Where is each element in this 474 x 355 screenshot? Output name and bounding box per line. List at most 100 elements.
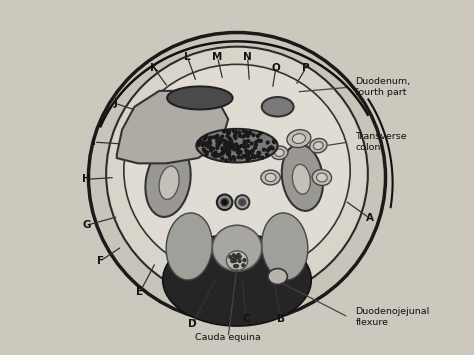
Text: A: A	[365, 213, 374, 223]
Circle shape	[246, 158, 249, 161]
Circle shape	[266, 154, 269, 157]
Circle shape	[257, 155, 260, 158]
Circle shape	[231, 143, 234, 146]
Ellipse shape	[227, 251, 247, 270]
Text: B: B	[277, 314, 285, 324]
Ellipse shape	[163, 234, 311, 326]
Circle shape	[224, 149, 226, 152]
Circle shape	[245, 155, 247, 158]
Circle shape	[224, 140, 227, 142]
Circle shape	[210, 146, 212, 149]
Circle shape	[223, 130, 226, 133]
Circle shape	[254, 146, 256, 149]
Text: O: O	[272, 63, 280, 73]
Circle shape	[216, 135, 219, 137]
Circle shape	[259, 132, 262, 135]
Circle shape	[228, 146, 231, 148]
Circle shape	[232, 259, 235, 262]
Circle shape	[207, 141, 210, 144]
Circle shape	[245, 141, 247, 143]
Circle shape	[226, 135, 229, 138]
Circle shape	[273, 140, 275, 143]
Circle shape	[227, 149, 230, 152]
Circle shape	[221, 151, 224, 153]
Circle shape	[217, 143, 220, 146]
Text: Transverse
colon: Transverse colon	[356, 132, 407, 152]
Circle shape	[238, 255, 241, 258]
Circle shape	[205, 154, 208, 157]
Circle shape	[211, 147, 214, 150]
Circle shape	[266, 141, 269, 144]
Circle shape	[232, 155, 235, 158]
Circle shape	[235, 256, 237, 259]
Circle shape	[198, 141, 201, 144]
Ellipse shape	[317, 173, 327, 182]
Circle shape	[228, 151, 230, 153]
Circle shape	[240, 156, 243, 159]
Circle shape	[231, 259, 234, 262]
Circle shape	[250, 142, 253, 145]
Circle shape	[255, 141, 257, 144]
Text: D: D	[189, 319, 197, 329]
Circle shape	[237, 152, 240, 155]
Circle shape	[243, 140, 246, 143]
Circle shape	[213, 136, 216, 138]
Circle shape	[205, 135, 208, 138]
Ellipse shape	[268, 268, 287, 284]
Circle shape	[216, 140, 219, 143]
Circle shape	[256, 135, 259, 137]
Circle shape	[202, 148, 205, 151]
Ellipse shape	[292, 134, 305, 143]
Circle shape	[221, 139, 224, 142]
Ellipse shape	[262, 213, 308, 280]
Ellipse shape	[159, 166, 179, 200]
Circle shape	[235, 131, 237, 133]
Circle shape	[209, 137, 211, 140]
Circle shape	[213, 153, 216, 155]
Circle shape	[261, 156, 264, 159]
Circle shape	[234, 260, 237, 262]
Circle shape	[228, 157, 231, 159]
Circle shape	[245, 154, 247, 157]
Circle shape	[237, 147, 240, 149]
Circle shape	[216, 144, 219, 147]
Circle shape	[229, 158, 232, 160]
Circle shape	[243, 134, 246, 137]
Circle shape	[230, 141, 233, 143]
Circle shape	[229, 140, 232, 143]
Ellipse shape	[166, 213, 212, 280]
Ellipse shape	[275, 149, 284, 157]
Circle shape	[238, 135, 241, 137]
Circle shape	[239, 151, 242, 153]
Ellipse shape	[124, 64, 350, 277]
Circle shape	[228, 151, 231, 154]
Circle shape	[263, 148, 265, 151]
Circle shape	[197, 144, 200, 147]
Circle shape	[233, 158, 236, 161]
Circle shape	[246, 156, 249, 159]
Circle shape	[219, 141, 222, 143]
Text: G: G	[82, 220, 91, 230]
Circle shape	[250, 151, 253, 154]
Circle shape	[244, 141, 247, 144]
Text: Cauda equina: Cauda equina	[195, 333, 261, 342]
Circle shape	[236, 264, 238, 267]
Circle shape	[235, 143, 237, 146]
Circle shape	[240, 145, 243, 148]
Circle shape	[216, 147, 219, 149]
Circle shape	[247, 140, 250, 142]
Polygon shape	[117, 91, 228, 163]
Circle shape	[238, 131, 241, 134]
Circle shape	[228, 154, 230, 157]
Circle shape	[244, 141, 246, 144]
Circle shape	[234, 265, 237, 268]
Circle shape	[229, 139, 232, 142]
Circle shape	[216, 154, 219, 157]
Circle shape	[237, 146, 239, 148]
Circle shape	[239, 199, 246, 206]
Circle shape	[251, 149, 254, 152]
Circle shape	[232, 254, 235, 257]
Circle shape	[210, 136, 213, 139]
Circle shape	[241, 135, 244, 138]
Circle shape	[238, 260, 241, 262]
